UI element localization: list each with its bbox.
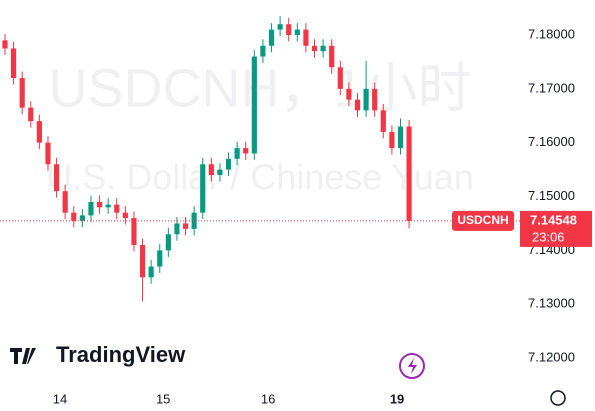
y-tick-label: 7.15000 bbox=[528, 188, 575, 203]
candle-body bbox=[182, 223, 189, 229]
logo-text: TradingView bbox=[56, 342, 186, 367]
candle-body bbox=[294, 29, 300, 35]
candle-body bbox=[225, 158, 232, 170]
candle-body bbox=[148, 266, 154, 278]
candle-body bbox=[105, 204, 111, 208]
x-tick-label: 19 bbox=[390, 391, 404, 406]
candle-body bbox=[320, 45, 326, 52]
candle-body bbox=[131, 218, 137, 245]
candle-body bbox=[372, 88, 378, 111]
candle-body bbox=[268, 29, 275, 46]
x-tick-label: 14 bbox=[53, 391, 67, 406]
candle-body bbox=[11, 48, 17, 79]
y-tick-label: 7.18000 bbox=[528, 26, 575, 41]
candle-body bbox=[243, 148, 249, 154]
logo: TradingView bbox=[10, 342, 186, 367]
candle-body bbox=[122, 212, 128, 219]
candle-body bbox=[157, 250, 163, 267]
price-badge bbox=[520, 210, 592, 247]
candle-body bbox=[234, 148, 240, 159]
candle-body bbox=[2, 40, 8, 49]
candle-body bbox=[217, 169, 223, 175]
watermark-subtitle: U.S. Dollar / Chinese Yuan bbox=[46, 157, 474, 198]
countdown-label: 23:06 bbox=[532, 229, 565, 244]
candle-body bbox=[45, 142, 51, 165]
candle-body bbox=[363, 88, 369, 111]
candle-body bbox=[174, 223, 180, 235]
candle-body bbox=[71, 212, 77, 221]
candle-body bbox=[62, 191, 68, 213]
candle-body bbox=[96, 201, 103, 208]
symbol-label: USDCNH bbox=[457, 213, 508, 227]
candle-body bbox=[354, 99, 361, 111]
candle-body bbox=[397, 126, 404, 149]
candle-body bbox=[79, 215, 85, 221]
y-tick-label: 7.12000 bbox=[528, 350, 575, 365]
candle-body bbox=[36, 121, 42, 143]
watermark-title: USDCNH，1小时 bbox=[48, 58, 471, 118]
symbol-badge bbox=[452, 210, 514, 231]
alert-bolt bbox=[408, 358, 417, 374]
alert-icon[interactable] bbox=[399, 353, 425, 379]
candle-body bbox=[389, 131, 395, 149]
candle-body bbox=[406, 126, 412, 221]
candle-body bbox=[191, 212, 197, 229]
candle-body bbox=[286, 24, 292, 35]
candle-body bbox=[311, 45, 318, 52]
candle-body bbox=[346, 88, 352, 100]
candle-body bbox=[329, 45, 335, 68]
candle-body bbox=[251, 56, 257, 154]
candle-body bbox=[53, 164, 60, 192]
x-tick-label: 15 bbox=[156, 391, 170, 406]
candle-body bbox=[165, 234, 171, 251]
settings-icon[interactable] bbox=[550, 390, 566, 406]
candle-body bbox=[380, 110, 386, 132]
candle-body bbox=[260, 45, 266, 57]
candle-body bbox=[28, 107, 34, 122]
candle-body bbox=[303, 29, 309, 46]
y-tick-label: 7.17000 bbox=[528, 80, 575, 95]
candle-body bbox=[277, 24, 283, 30]
price-label: 7.14548 bbox=[530, 212, 577, 227]
candle-body bbox=[337, 67, 343, 89]
candle-body bbox=[88, 201, 94, 216]
candle-body bbox=[114, 204, 120, 213]
candle-body bbox=[19, 78, 25, 108]
x-tick-label: 16 bbox=[261, 391, 275, 406]
y-tick-label: 7.13000 bbox=[528, 296, 575, 311]
candle-body bbox=[200, 164, 206, 213]
candle-body bbox=[139, 245, 146, 278]
logo-icon bbox=[10, 348, 36, 364]
y-tick-label: 7.16000 bbox=[528, 134, 575, 149]
candle-body bbox=[208, 164, 214, 175]
